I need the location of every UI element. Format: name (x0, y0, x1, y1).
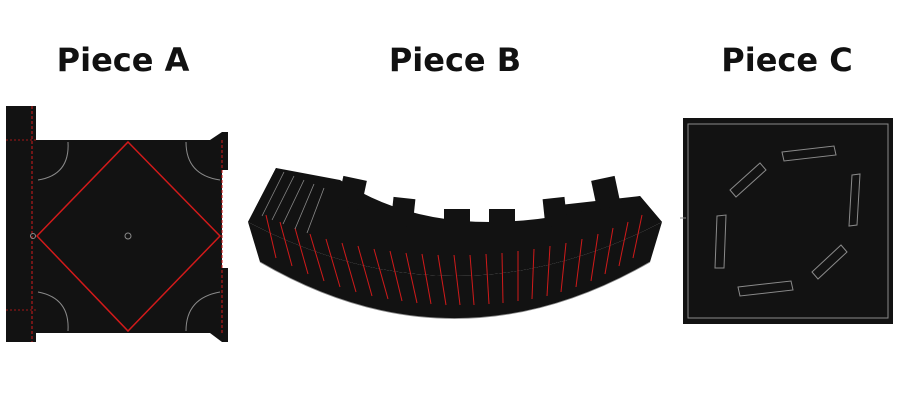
piece-b-band (248, 222, 662, 319)
piece-a-left-tab (6, 106, 36, 342)
piece-b-fold-lines (265, 214, 643, 306)
piece-a-label: Piece A (56, 41, 190, 79)
piece-a-body (36, 132, 228, 342)
piece-c-inner-border (687, 123, 889, 319)
piece-b (248, 168, 662, 319)
piece-a-center-hole (124, 232, 132, 240)
piece-c (680, 118, 893, 324)
piece-a-arc-top-right (185, 141, 221, 181)
piece-a-arc-bottom-left (37, 291, 69, 332)
piece-b-inner-edge (259, 261, 651, 319)
piece-a-arc-bottom-right (185, 291, 221, 332)
piece-b-tab-2 (390, 196, 416, 228)
piece-b-step-cuts (261, 171, 325, 234)
piece-b-tab-4 (489, 209, 515, 237)
piece-c-slot-top-left (729, 162, 767, 198)
piece-a (6, 106, 228, 342)
piece-b-tab-5 (542, 196, 568, 228)
piece-a-diamond-fold (35, 140, 222, 333)
piece-c-slot-top (781, 145, 837, 162)
piece-c-slots (714, 145, 861, 297)
piece-c-label: Piece C (721, 41, 853, 79)
piece-b-tab-6 (591, 175, 621, 211)
piece-c-slot-bottom (737, 280, 794, 297)
piece-b-tab-1 (337, 175, 367, 211)
piece-c-slot-left (714, 214, 727, 269)
piece-b-label: Piece B (388, 41, 522, 79)
piece-c-slot-right-bottom (811, 244, 848, 280)
piece-c-square (683, 118, 893, 324)
piece-a-side-hole (30, 233, 36, 239)
piece-b-tab-3 (444, 209, 470, 237)
piece-c-slot-right-top (848, 173, 861, 227)
piece-a-arc-top-left (37, 141, 69, 181)
